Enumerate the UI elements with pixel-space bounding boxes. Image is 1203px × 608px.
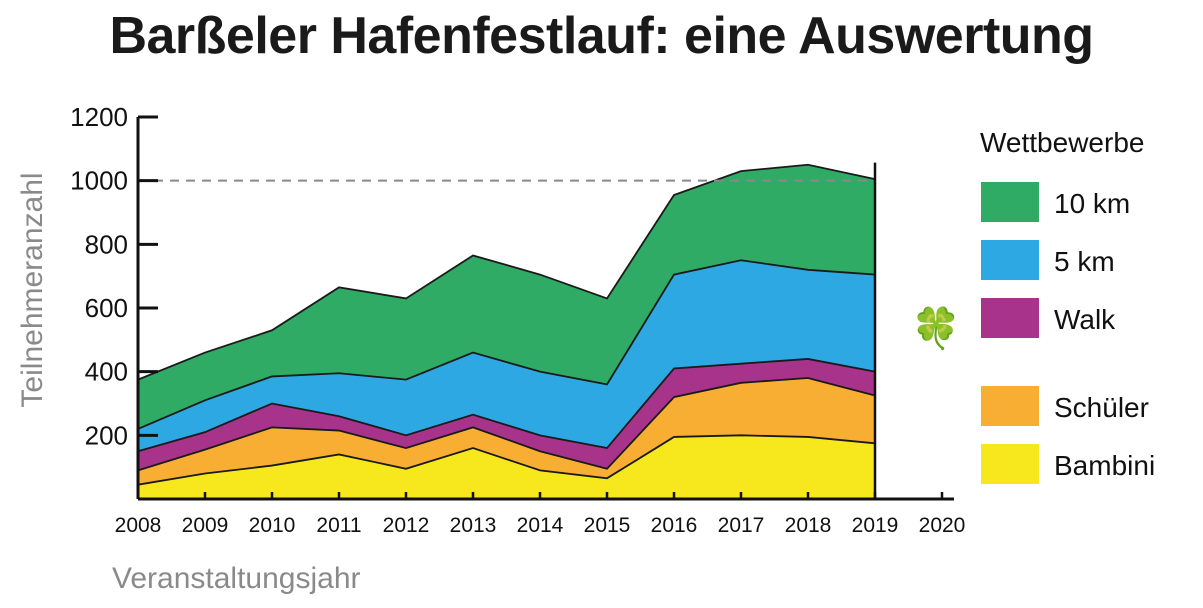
- legend-label-walk: Walk: [1054, 304, 1116, 335]
- x-tick-label: 2009: [182, 514, 229, 537]
- y-tick-label: 600: [85, 293, 128, 323]
- legend-label-sch-ler: Schüler: [1054, 392, 1149, 423]
- x-tick-label: 2011: [316, 514, 361, 537]
- x-tick-label: 2014: [517, 514, 564, 537]
- y-axis-title: Teilnehmeranzahl: [16, 172, 49, 407]
- clover-icon: 🍀: [911, 305, 961, 351]
- legend-title: Wettbewerbe: [980, 127, 1144, 158]
- chart-title: Barßeler Hafenfestlauf: eine Auswertung: [109, 7, 1094, 65]
- legend-label-10-km: 10 km: [1054, 188, 1130, 219]
- x-tick-label: 2008: [115, 514, 162, 537]
- area-sch-ler: [138, 378, 875, 485]
- y-tick-label: 800: [85, 229, 128, 259]
- y-tick-label: 1200: [70, 102, 128, 132]
- area-10-km: [138, 164, 875, 429]
- x-tick-label: 2012: [383, 514, 430, 537]
- legend-swatch-10-km: [981, 182, 1039, 222]
- y-tick-label: 400: [85, 357, 128, 387]
- area-walk: [138, 358, 875, 471]
- y-tick-label: 1000: [70, 166, 128, 196]
- x-tick-label: 2017: [718, 514, 765, 537]
- x-tick-label: 2015: [584, 514, 631, 537]
- boundary-5-km: [137, 259, 876, 430]
- area-bambini: [138, 435, 875, 499]
- legend-swatch-5-km: [981, 240, 1039, 280]
- legend-swatch-bambini: [981, 444, 1039, 484]
- legend: Wettbewerbe 10 km 5 km Walk Schüler Bambini: [980, 127, 1155, 484]
- x-axis-title: Veranstaltungsjahr: [112, 562, 361, 595]
- x-tick-label: 2013: [450, 514, 497, 537]
- y-tick-label: 200: [85, 420, 128, 450]
- y-axis-ticks: 200 400 600 800 1000 1200: [70, 102, 158, 450]
- x-axis-ticks: 2008 2009 2010 2011 2012 2013 2014 2015 2016 2017…: [115, 492, 966, 537]
- boundary-bambini: [137, 434, 876, 486]
- x-tick-label: 2019: [852, 514, 899, 537]
- x-tick-label: 2010: [249, 514, 296, 537]
- legend-label-bambini: Bambini: [1054, 450, 1155, 481]
- boundary-10-km: [137, 163, 876, 381]
- legend-swatch-walk: [981, 298, 1039, 338]
- legend-label-5-km: 5 km: [1054, 246, 1115, 277]
- area-boundary-lines: [137, 163, 876, 486]
- boundary-sch-ler: [137, 377, 876, 472]
- x-tick-label: 2016: [651, 514, 698, 537]
- x-tick-label: 2018: [785, 514, 832, 537]
- area-series-group: [138, 164, 875, 499]
- area-5-km: [138, 260, 875, 452]
- x-tick-label: 2020: [919, 514, 966, 537]
- legend-swatch-sch-ler: [981, 386, 1039, 426]
- boundary-walk: [137, 358, 876, 453]
